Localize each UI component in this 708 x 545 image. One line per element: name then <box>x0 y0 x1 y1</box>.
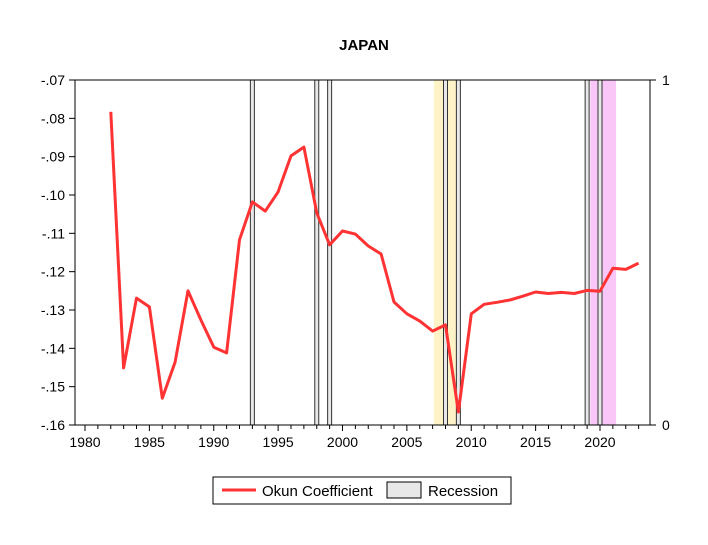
x-tick-label: 1990 <box>198 434 229 450</box>
x-tick-label: 2015 <box>520 434 551 450</box>
x-tick-label: 1980 <box>69 434 100 450</box>
y-tick-label: -.08 <box>41 110 65 126</box>
recession-bar <box>327 79 333 426</box>
y-tick-label: -.09 <box>41 149 65 165</box>
legend-swatch-recession <box>386 481 422 499</box>
y2-tick-label: 0 <box>662 417 670 433</box>
y-tick-label: -.10 <box>41 187 65 203</box>
recession-bar <box>249 79 255 426</box>
y-tick-label: -.12 <box>41 264 65 280</box>
legend: Okun Coefficient Recession <box>212 476 512 505</box>
recession-bar <box>597 79 603 426</box>
y-tick-label: -.16 <box>41 417 65 433</box>
x-tick-label: 1985 <box>134 434 165 450</box>
legend-label-okun: Okun Coefficient <box>262 483 373 500</box>
y-tick-label: -.14 <box>41 340 65 356</box>
y-tick-label: -.07 <box>41 72 65 88</box>
x-tick-label: 2005 <box>391 434 422 450</box>
plot-frame <box>74 79 651 426</box>
highlight-band <box>590 80 617 425</box>
y-tick-label: -.15 <box>41 379 65 395</box>
x-tick-label: 2020 <box>584 434 615 450</box>
recession-bar <box>584 79 590 426</box>
x-tick-label: 1995 <box>263 434 294 450</box>
y-tick-label: -.11 <box>42 225 65 241</box>
chart-title: JAPAN <box>339 37 389 54</box>
recession-bar <box>455 79 461 426</box>
y-tick-label: -.13 <box>41 302 65 318</box>
x-tick-label: 2010 <box>456 434 487 450</box>
y2-tick-label: 1 <box>662 72 670 88</box>
okun-coefficient-line <box>109 111 640 414</box>
legend-label-recession: Recession <box>428 483 498 500</box>
x-tick-label: 2000 <box>327 434 358 450</box>
recession-bar <box>443 79 448 426</box>
recession-bar <box>314 79 320 426</box>
